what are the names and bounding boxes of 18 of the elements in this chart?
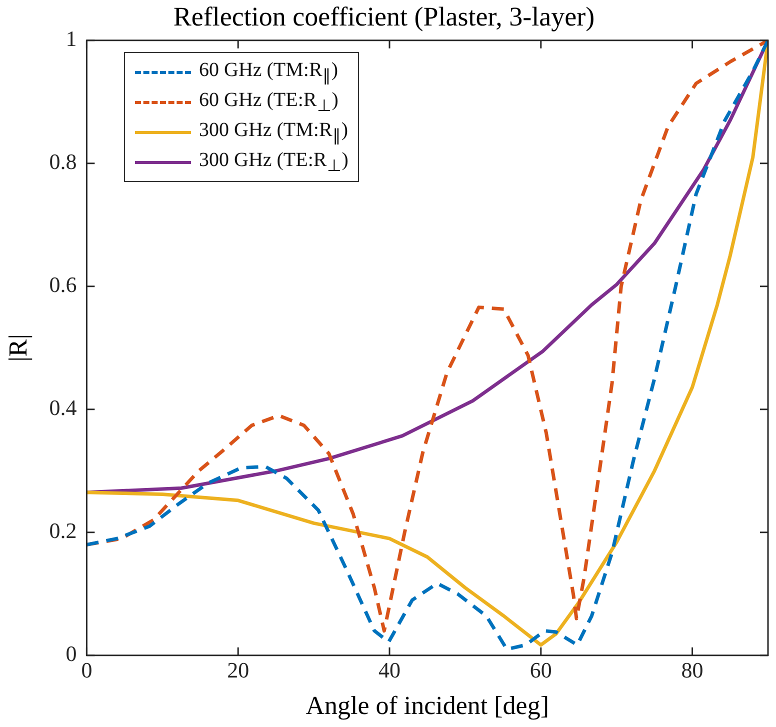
- x-axis-title: Angle of incident [deg]: [306, 691, 550, 720]
- y-tick-label: 0.6: [49, 272, 77, 298]
- legend-label: 300 GHz (TE:R$_{⊥}$): [199, 148, 348, 176]
- x-tick-label: 0: [81, 657, 92, 682]
- y-tick-label: 0.4: [49, 395, 77, 420]
- x-tick-label: 80: [681, 657, 704, 682]
- y-tick-label: 0: [66, 641, 77, 666]
- y-tick-label: 0.8: [49, 149, 77, 174]
- legend-label: 60 GHz (TM:R$_{∥}$): [199, 58, 338, 86]
- x-tick-label: 20: [227, 657, 250, 682]
- x-tick-label: 60: [530, 657, 552, 682]
- x-tick-label: 40: [378, 657, 400, 682]
- legend-label: 300 GHz (TM:R$_{∥}$): [199, 118, 348, 146]
- y-tick-label: 0.2: [49, 518, 77, 544]
- legend-label: 60 GHz (TE:R$_{⊥}$): [199, 88, 338, 116]
- chart-title: Reflection coefficient (Plaster, 3-layer): [173, 1, 595, 32]
- y-axis-title: |R|: [3, 334, 32, 362]
- y-tick-label: 1: [66, 26, 77, 52]
